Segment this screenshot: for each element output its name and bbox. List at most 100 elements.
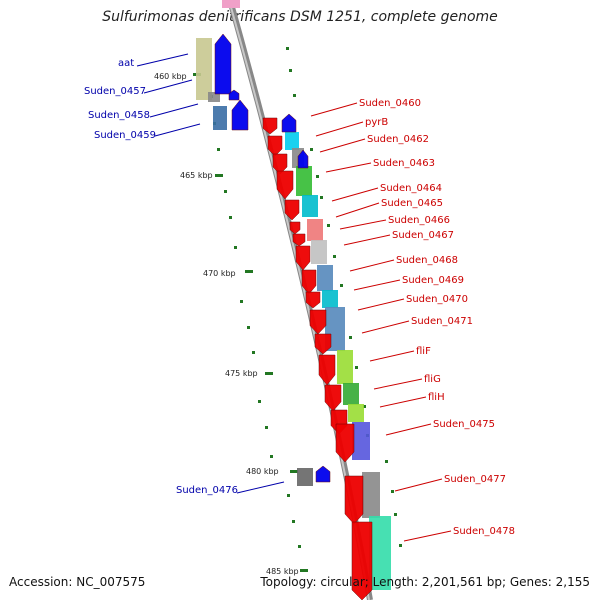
gene-label-suden-0475: Suden_0475 [433, 419, 495, 430]
gene-arrow [301, 269, 317, 295]
gene-label-suden-0462: Suden_0462 [367, 134, 429, 145]
tick-mark [293, 94, 296, 97]
gene-label-suden-0464: Suden_0464 [380, 183, 442, 194]
gene-arrow [314, 333, 332, 355]
gene-label-aat: aat [118, 58, 134, 69]
gene-label-suden-0457: Suden_0457 [84, 86, 146, 97]
tick-mark [287, 494, 290, 497]
accession-text: Accession: NC_007575 [9, 575, 146, 589]
gene-label-suden-0460: Suden_0460 [359, 98, 421, 109]
leader-line-suden-0458 [149, 103, 199, 118]
leader-line-suden-0475 [385, 423, 432, 436]
tick-mark [394, 513, 397, 516]
tick-mark [298, 545, 301, 548]
gene-arrow [324, 384, 342, 412]
tick-mark [391, 490, 394, 493]
gene-label-suden-0467: Suden_0467 [392, 230, 454, 241]
feature-box [317, 265, 333, 291]
tick-mark [316, 175, 319, 178]
gene-label-suden-0469: Suden_0469 [402, 275, 464, 286]
leader-line-suden-0460 [310, 102, 358, 117]
kbp-tick [265, 372, 273, 375]
kbp-label-485: 485 kbp [266, 567, 299, 576]
gene-arrow [284, 199, 300, 221]
feature-box [311, 240, 327, 264]
kbp-label-470: 470 kbp [203, 269, 236, 278]
feature-box [296, 166, 312, 196]
gene-arrow [292, 233, 306, 247]
feature-box [208, 92, 220, 102]
kbp-tick [215, 174, 223, 177]
gene-label-suden-0478: Suden_0478 [453, 526, 515, 537]
gene-label-suden-0459: Suden_0459 [94, 130, 156, 141]
gene-label-suden-0468: Suden_0468 [396, 255, 458, 266]
feature-box [369, 516, 391, 590]
gene-arrow [267, 135, 283, 157]
leader-line-flih [379, 396, 427, 408]
gene-label-pyrb: pyrB [365, 117, 388, 128]
leader-line-suden-0463 [325, 162, 372, 173]
leader-line-suden-0476 [236, 481, 285, 494]
tick-mark [252, 351, 255, 354]
tick-mark [240, 300, 243, 303]
kbp-label-460: 460 kbp [154, 72, 187, 81]
gene-label-flif: fliF [416, 346, 431, 357]
kbp-tick [300, 569, 308, 572]
tick-mark [349, 336, 352, 339]
leader-line-flig [373, 378, 423, 390]
leader-line-suden-0465 [335, 202, 380, 218]
feature-box [337, 350, 353, 384]
feature-box [297, 468, 313, 486]
map-title: Sulfurimonas denitrificans DSM 1251, com… [102, 9, 498, 25]
tick-mark [363, 405, 366, 408]
gene-arrow [262, 117, 278, 135]
gene-label-flig: fliG [424, 374, 441, 385]
kbp-label-480: 480 kbp [246, 467, 279, 476]
tick-mark [399, 544, 402, 547]
feature-box [352, 422, 370, 460]
feature-box [343, 383, 359, 405]
feature-box [302, 195, 318, 217]
gene-arrow [297, 149, 309, 169]
leader-line-suden-0469 [353, 279, 401, 291]
tick-mark [292, 520, 295, 523]
gene-arrow [315, 465, 331, 483]
leader-line-suden-0467 [343, 234, 391, 246]
gene-label-suden-0477: Suden_0477 [444, 474, 506, 485]
feature-box [285, 132, 299, 150]
kbp-tick [245, 270, 253, 273]
tick-mark [258, 400, 261, 403]
feature-box [362, 472, 380, 518]
gene-arrow [344, 475, 364, 525]
tick-mark [320, 196, 323, 199]
leader-line-suden-0477 [394, 478, 443, 492]
tick-mark [289, 69, 292, 72]
tick-mark [355, 366, 358, 369]
leader-line-flif [369, 350, 415, 362]
gene-arrow [272, 153, 288, 175]
tick-mark [224, 190, 227, 193]
backbone-top-feature [222, 0, 240, 8]
leader-line-suden-0466 [339, 219, 387, 230]
tick-mark [229, 216, 232, 219]
feature-box [348, 404, 364, 422]
tick-mark [265, 426, 268, 429]
leader-line-aat [136, 53, 189, 67]
tick-mark [340, 284, 343, 287]
genome-summary-text: Topology: circular; Length: 2,201,561 bp… [260, 575, 590, 589]
gene-arrow [228, 89, 240, 101]
feature-box [322, 290, 338, 308]
gene-label-suden-0465: Suden_0465 [381, 198, 443, 209]
gene-arrow [335, 423, 355, 463]
tick-mark [327, 224, 330, 227]
leader-line-suden-0470 [357, 298, 405, 311]
tick-mark [286, 47, 289, 50]
gene-arrow [318, 354, 336, 386]
tick-mark [217, 148, 220, 151]
leader-line-suden-0468 [349, 259, 395, 272]
leader-line-suden-0457 [143, 79, 193, 94]
gene-arrow [276, 170, 294, 200]
gene-arrow [351, 521, 373, 600]
